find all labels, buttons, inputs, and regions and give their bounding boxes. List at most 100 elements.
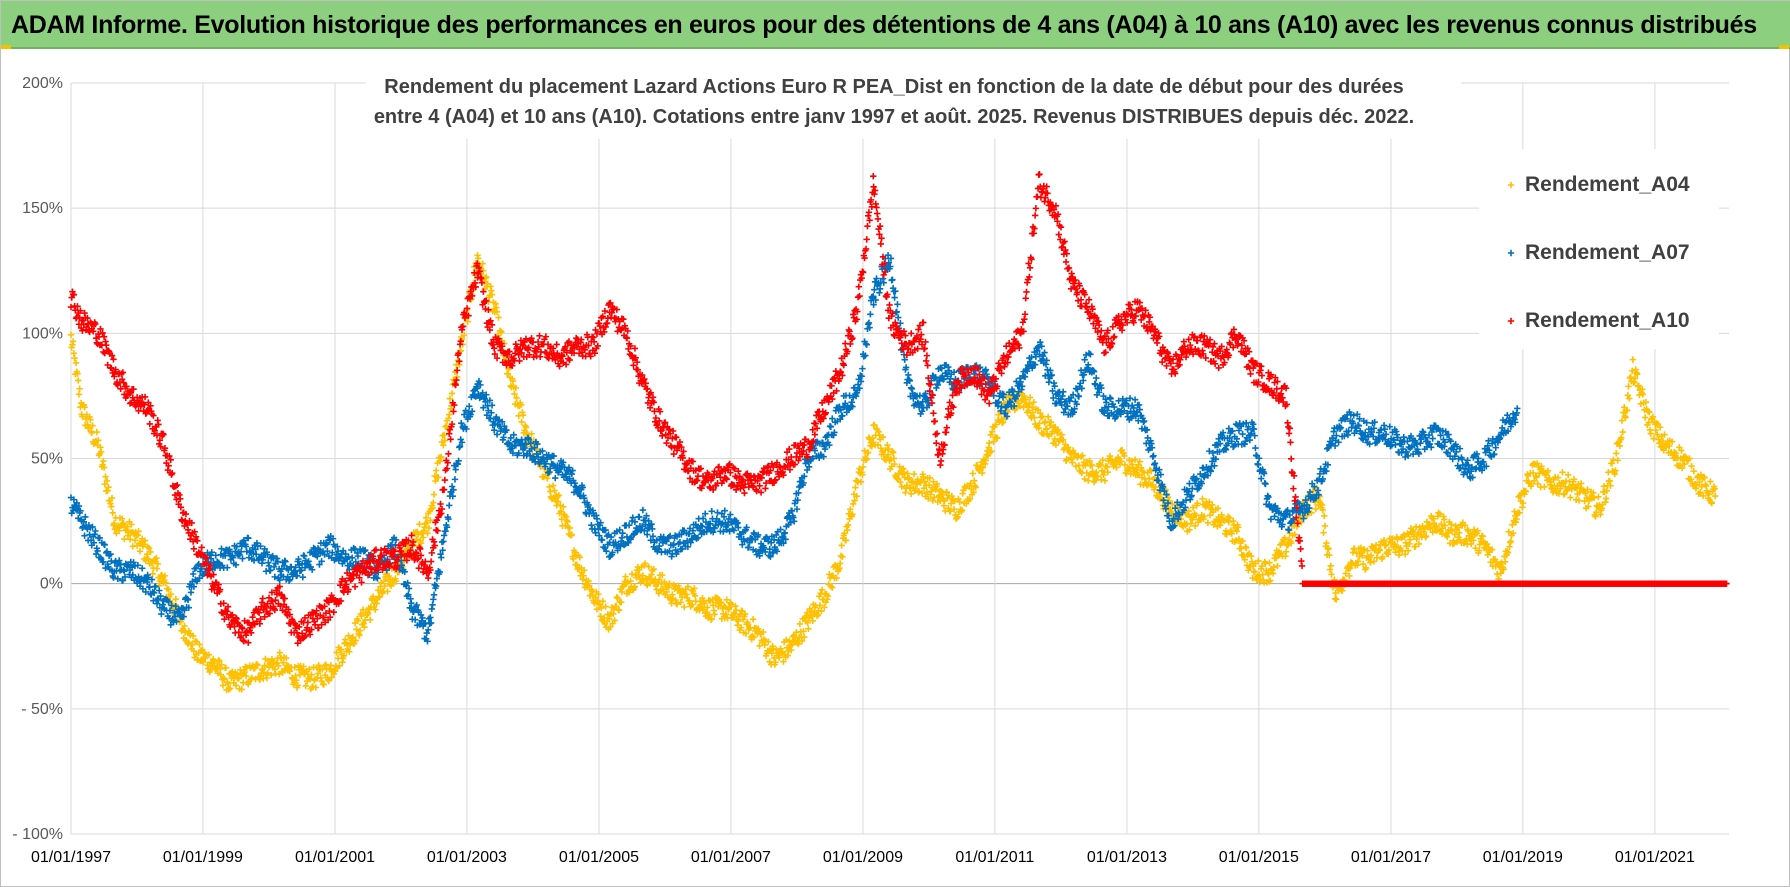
data-point-marker: [376, 594, 383, 601]
data-point-marker: [154, 560, 161, 568]
data-point-marker: [636, 513, 643, 521]
data-point-marker: [493, 308, 501, 315]
data-point-marker: [607, 623, 614, 631]
data-point-marker: [460, 331, 468, 339]
data-point-marker: [1266, 559, 1273, 566]
data-point-marker: [441, 476, 449, 484]
data-point-marker: [302, 682, 309, 690]
data-point-marker: [1239, 430, 1246, 438]
data-point-marker: [162, 579, 169, 587]
data-point-marker: [275, 662, 282, 670]
data-point-marker: [889, 276, 896, 283]
data-point-marker: [268, 655, 276, 663]
data-point-marker: [522, 424, 530, 431]
data-point-marker: [576, 554, 584, 561]
data-point-marker: [445, 411, 453, 418]
data-point-marker: [75, 377, 82, 384]
data-point-marker: [413, 536, 420, 543]
data-point-marker: [79, 413, 86, 420]
data-point-marker: [95, 437, 102, 444]
data-point-marker: [737, 624, 745, 631]
data-point-marker: [750, 634, 758, 641]
data-point-marker: [1629, 356, 1637, 363]
data-point-marker: [772, 659, 779, 666]
data-point-marker: [346, 648, 353, 655]
data-point-marker: [430, 591, 438, 598]
data-point-marker: [816, 602, 824, 609]
data-point-marker: [259, 595, 266, 602]
data-point-marker: [611, 617, 618, 624]
data-point-marker: [189, 632, 197, 640]
data-point-marker: [352, 637, 359, 644]
data-point-marker: [544, 475, 551, 482]
data-point-marker: [135, 528, 142, 535]
data-point-marker: [650, 565, 657, 573]
data-point-marker: [641, 560, 649, 567]
data-point-marker: [518, 418, 525, 426]
data-point-marker: [131, 537, 139, 544]
data-point-marker: [89, 422, 96, 429]
data-point-marker: [333, 649, 340, 656]
data-point-marker: [1333, 596, 1340, 603]
data-point-marker: [242, 672, 250, 680]
data-point-marker: [349, 633, 357, 641]
data-point-marker: [224, 680, 232, 688]
data-point-marker: [803, 609, 811, 616]
data-point-marker: [801, 633, 808, 641]
data-point-marker: [446, 395, 454, 402]
data-point-marker: [1107, 395, 1114, 402]
data-point-marker: [741, 610, 749, 618]
data-point-marker: [199, 646, 206, 653]
data-point-marker: [555, 492, 563, 499]
data-point-marker: [1059, 388, 1067, 396]
data-point-marker: [580, 567, 588, 574]
data-point-marker: [519, 412, 527, 419]
data-point-marker: [97, 448, 105, 456]
data-point-marker: [717, 599, 725, 606]
data-point-marker: [824, 592, 832, 600]
data-point-marker: [833, 574, 840, 582]
data-point-marker: [732, 607, 740, 614]
data-points: [67, 171, 1730, 694]
data-point-marker: [1075, 393, 1083, 400]
data-point-marker: [516, 357, 523, 365]
data-point-marker: [775, 654, 783, 661]
data-point-marker: [1327, 562, 1334, 570]
data-point-marker: [435, 474, 442, 481]
data-point-marker: [181, 622, 188, 630]
data-point-marker: [264, 669, 271, 677]
data-point-marker: [103, 477, 111, 485]
data-point-marker: [645, 563, 652, 570]
data-point-marker: [598, 604, 605, 612]
data-point-marker: [226, 685, 234, 692]
data-point-marker: [219, 682, 227, 689]
data-point-marker: [429, 601, 436, 609]
data-point-marker: [661, 578, 668, 586]
data-point-marker: [438, 453, 445, 461]
data-point-marker: [102, 473, 109, 480]
data-point-marker: [216, 657, 223, 665]
data-point-marker: [910, 470, 918, 478]
data-point-marker: [836, 560, 844, 567]
data-point-marker: [100, 464, 108, 471]
data-point-marker: [699, 606, 707, 613]
data-point-marker: [441, 437, 449, 444]
data-point-marker: [1243, 544, 1250, 552]
data-point-marker: [123, 523, 131, 530]
data-point-marker: [207, 666, 214, 674]
data-point-marker: [118, 515, 126, 522]
data-point-marker: [760, 628, 767, 636]
data-point-marker: [513, 394, 520, 402]
data-point-marker: [566, 524, 573, 532]
data-point-marker: [261, 662, 268, 669]
data-point-marker: [81, 532, 88, 539]
data-point-marker: [749, 616, 757, 623]
data-point-marker: [627, 577, 634, 585]
data-point-marker: [448, 390, 456, 397]
data-point-marker: [67, 331, 75, 339]
data-point-marker: [796, 620, 804, 628]
data-point-marker: [116, 527, 123, 534]
data-point-marker: [681, 603, 688, 611]
data-point-marker: [105, 483, 112, 491]
data-point-marker: [631, 583, 639, 590]
